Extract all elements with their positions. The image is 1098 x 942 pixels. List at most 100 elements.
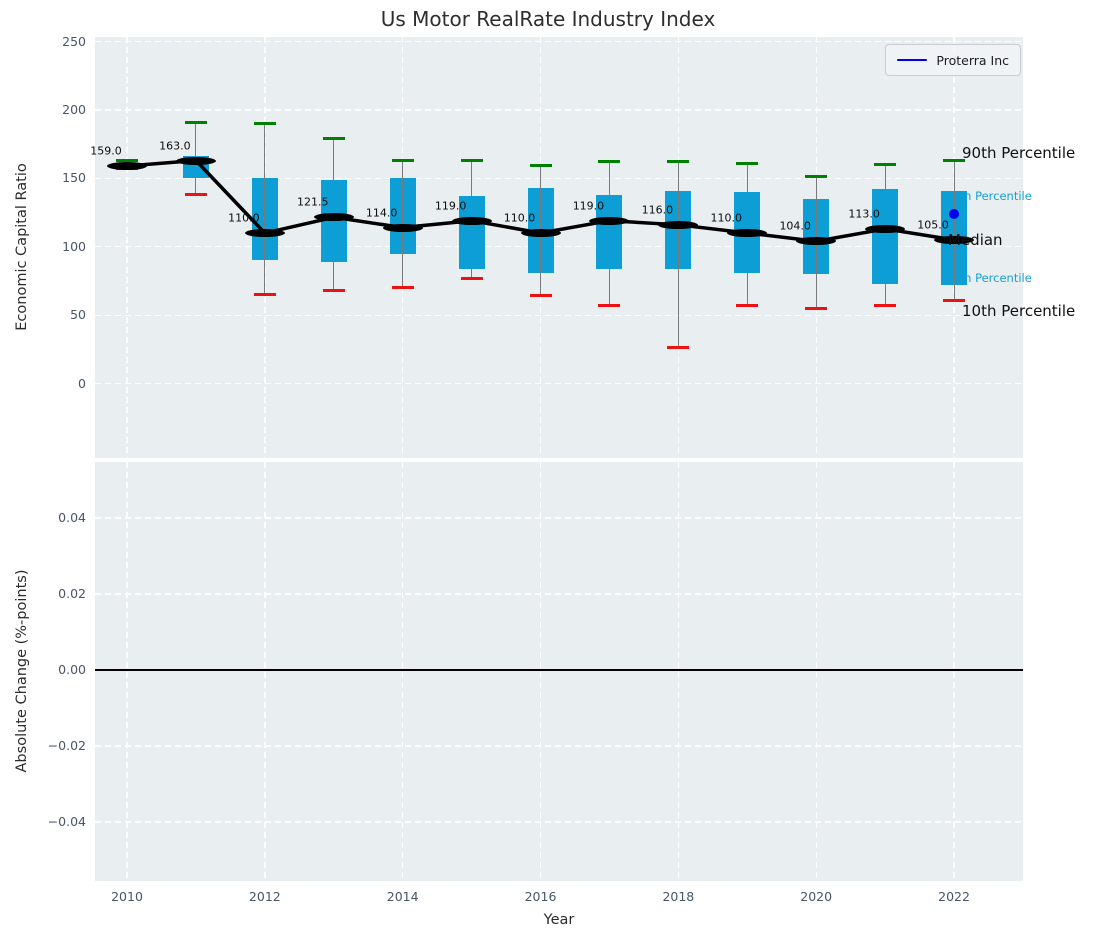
proterra-point xyxy=(949,208,960,219)
median-value-label: 116.0 xyxy=(641,203,674,217)
x-tick-label: 2020 xyxy=(800,889,833,904)
cap-90th-percentile xyxy=(322,137,345,141)
x-tick-label: 2022 xyxy=(938,889,970,904)
cap-90th-percentile xyxy=(667,160,690,164)
whisker-line xyxy=(953,160,955,301)
median-marker xyxy=(382,223,423,232)
cap-90th-percentile xyxy=(529,164,552,168)
whisker-line xyxy=(677,161,679,348)
gridline-vertical xyxy=(126,462,128,881)
gridline-vertical xyxy=(815,462,817,881)
gridline-horizontal xyxy=(95,314,1023,316)
cap-10th-percentile xyxy=(667,346,690,350)
whisker-line xyxy=(264,123,266,295)
median-marker xyxy=(934,235,975,244)
y-tick-label-top: 0 xyxy=(78,375,86,391)
median-value-label: 163.0 xyxy=(159,139,191,153)
median-value-label: 121.5 xyxy=(297,195,329,209)
cap-90th-percentile xyxy=(805,175,828,179)
annotation-10th-percentile: 10th Percentile xyxy=(962,302,1076,320)
median-marker xyxy=(727,229,768,238)
gridline-horizontal xyxy=(95,246,1023,248)
cap-10th-percentile xyxy=(805,306,828,310)
x-tick-label: 2016 xyxy=(524,889,557,904)
gridline-horizontal xyxy=(95,382,1023,385)
cap-90th-percentile xyxy=(460,159,483,163)
whisker-line xyxy=(608,161,610,306)
y-axis-label-bottom: Absolute Change (%-points) xyxy=(14,569,30,773)
gridline-horizontal xyxy=(95,517,1023,519)
y-axis-label-top: Economic Capital Ratio xyxy=(14,163,30,331)
cap-90th-percentile xyxy=(598,160,621,164)
median-marker xyxy=(658,220,699,229)
cap-10th-percentile xyxy=(253,293,276,297)
gridline-horizontal xyxy=(95,177,1023,179)
cap-90th-percentile xyxy=(184,120,207,124)
y-tick-label-bottom: 0.04 xyxy=(58,510,86,525)
y-tick-label-bottom: −0.04 xyxy=(47,814,86,829)
y-tick-label-top: 250 xyxy=(62,33,86,49)
cap-90th-percentile xyxy=(736,161,759,165)
chart-title: Us Motor RealRate Industry Index xyxy=(380,7,716,31)
median-marker xyxy=(175,156,216,165)
legend: Proterra Inc xyxy=(885,44,1021,76)
plot-area-bottom xyxy=(95,462,1023,881)
y-tick-label-bottom: 0.02 xyxy=(58,586,86,601)
plot-area-top: Proterra Inc 90th Percentile 75th Percen… xyxy=(90,37,1075,458)
annotation-median: Median xyxy=(948,231,1003,249)
median-marker xyxy=(589,216,630,225)
gridline-vertical xyxy=(126,37,128,458)
cap-10th-percentile xyxy=(598,304,621,308)
median-value-label: 110.0 xyxy=(228,211,260,225)
legend-label: Proterra Inc xyxy=(936,52,1009,68)
cap-90th-percentile xyxy=(874,163,897,167)
median-value-label: 110.0 xyxy=(503,211,536,225)
median-value-label: 119.0 xyxy=(434,199,467,213)
gridline-vertical xyxy=(677,462,680,881)
annotation-90th-percentile: 90th Percentile xyxy=(962,144,1076,162)
gridline-vertical xyxy=(539,462,542,881)
gridline-horizontal xyxy=(95,821,1023,823)
x-axis-label: Year xyxy=(543,912,575,928)
x-tick-label: 2010 xyxy=(111,889,143,904)
cap-10th-percentile xyxy=(391,286,414,290)
median-value-label: 114.0 xyxy=(365,206,398,220)
y-tick-label-top: 100 xyxy=(62,238,86,254)
x-tick-label: 2018 xyxy=(662,889,695,904)
cap-90th-percentile xyxy=(253,122,276,126)
cap-10th-percentile xyxy=(460,276,483,280)
x-tick-label: 2014 xyxy=(386,889,419,904)
cap-90th-percentile xyxy=(943,159,966,163)
median-value-label: 113.0 xyxy=(848,207,880,221)
median-marker xyxy=(313,213,354,222)
gridline-vertical xyxy=(953,462,955,881)
legend-line-icon xyxy=(897,58,928,62)
gridline-horizontal xyxy=(95,40,1023,43)
gridline-horizontal xyxy=(95,745,1023,747)
cap-10th-percentile xyxy=(874,304,897,308)
cap-10th-percentile xyxy=(943,298,966,302)
y-tick-label-bottom: 0.00 xyxy=(58,662,86,677)
cap-10th-percentile xyxy=(529,294,552,298)
median-value-label: 159.0 xyxy=(90,144,122,158)
gridline-vertical xyxy=(264,462,266,881)
gridline-vertical xyxy=(402,462,404,881)
x-tick-label: 2012 xyxy=(248,889,281,904)
median-marker xyxy=(107,161,147,170)
cap-90th-percentile xyxy=(116,159,138,163)
median-value-label: 110.0 xyxy=(710,211,743,225)
y-tick-label-top: 50 xyxy=(70,307,86,323)
whisker-line xyxy=(884,164,886,306)
median-value-label: 104.0 xyxy=(779,219,811,233)
median-marker xyxy=(451,216,492,225)
gridline-horizontal xyxy=(95,593,1023,595)
y-tick-label-bottom: −0.02 xyxy=(47,738,86,753)
y-tick-label-top: 150 xyxy=(62,170,86,186)
gridline-horizontal xyxy=(95,109,1023,111)
cap-90th-percentile xyxy=(391,159,414,163)
cap-10th-percentile xyxy=(184,193,207,197)
median-value-label: 105.0 xyxy=(917,218,949,232)
zero-change-line xyxy=(95,669,1023,671)
cap-10th-percentile xyxy=(322,288,345,292)
